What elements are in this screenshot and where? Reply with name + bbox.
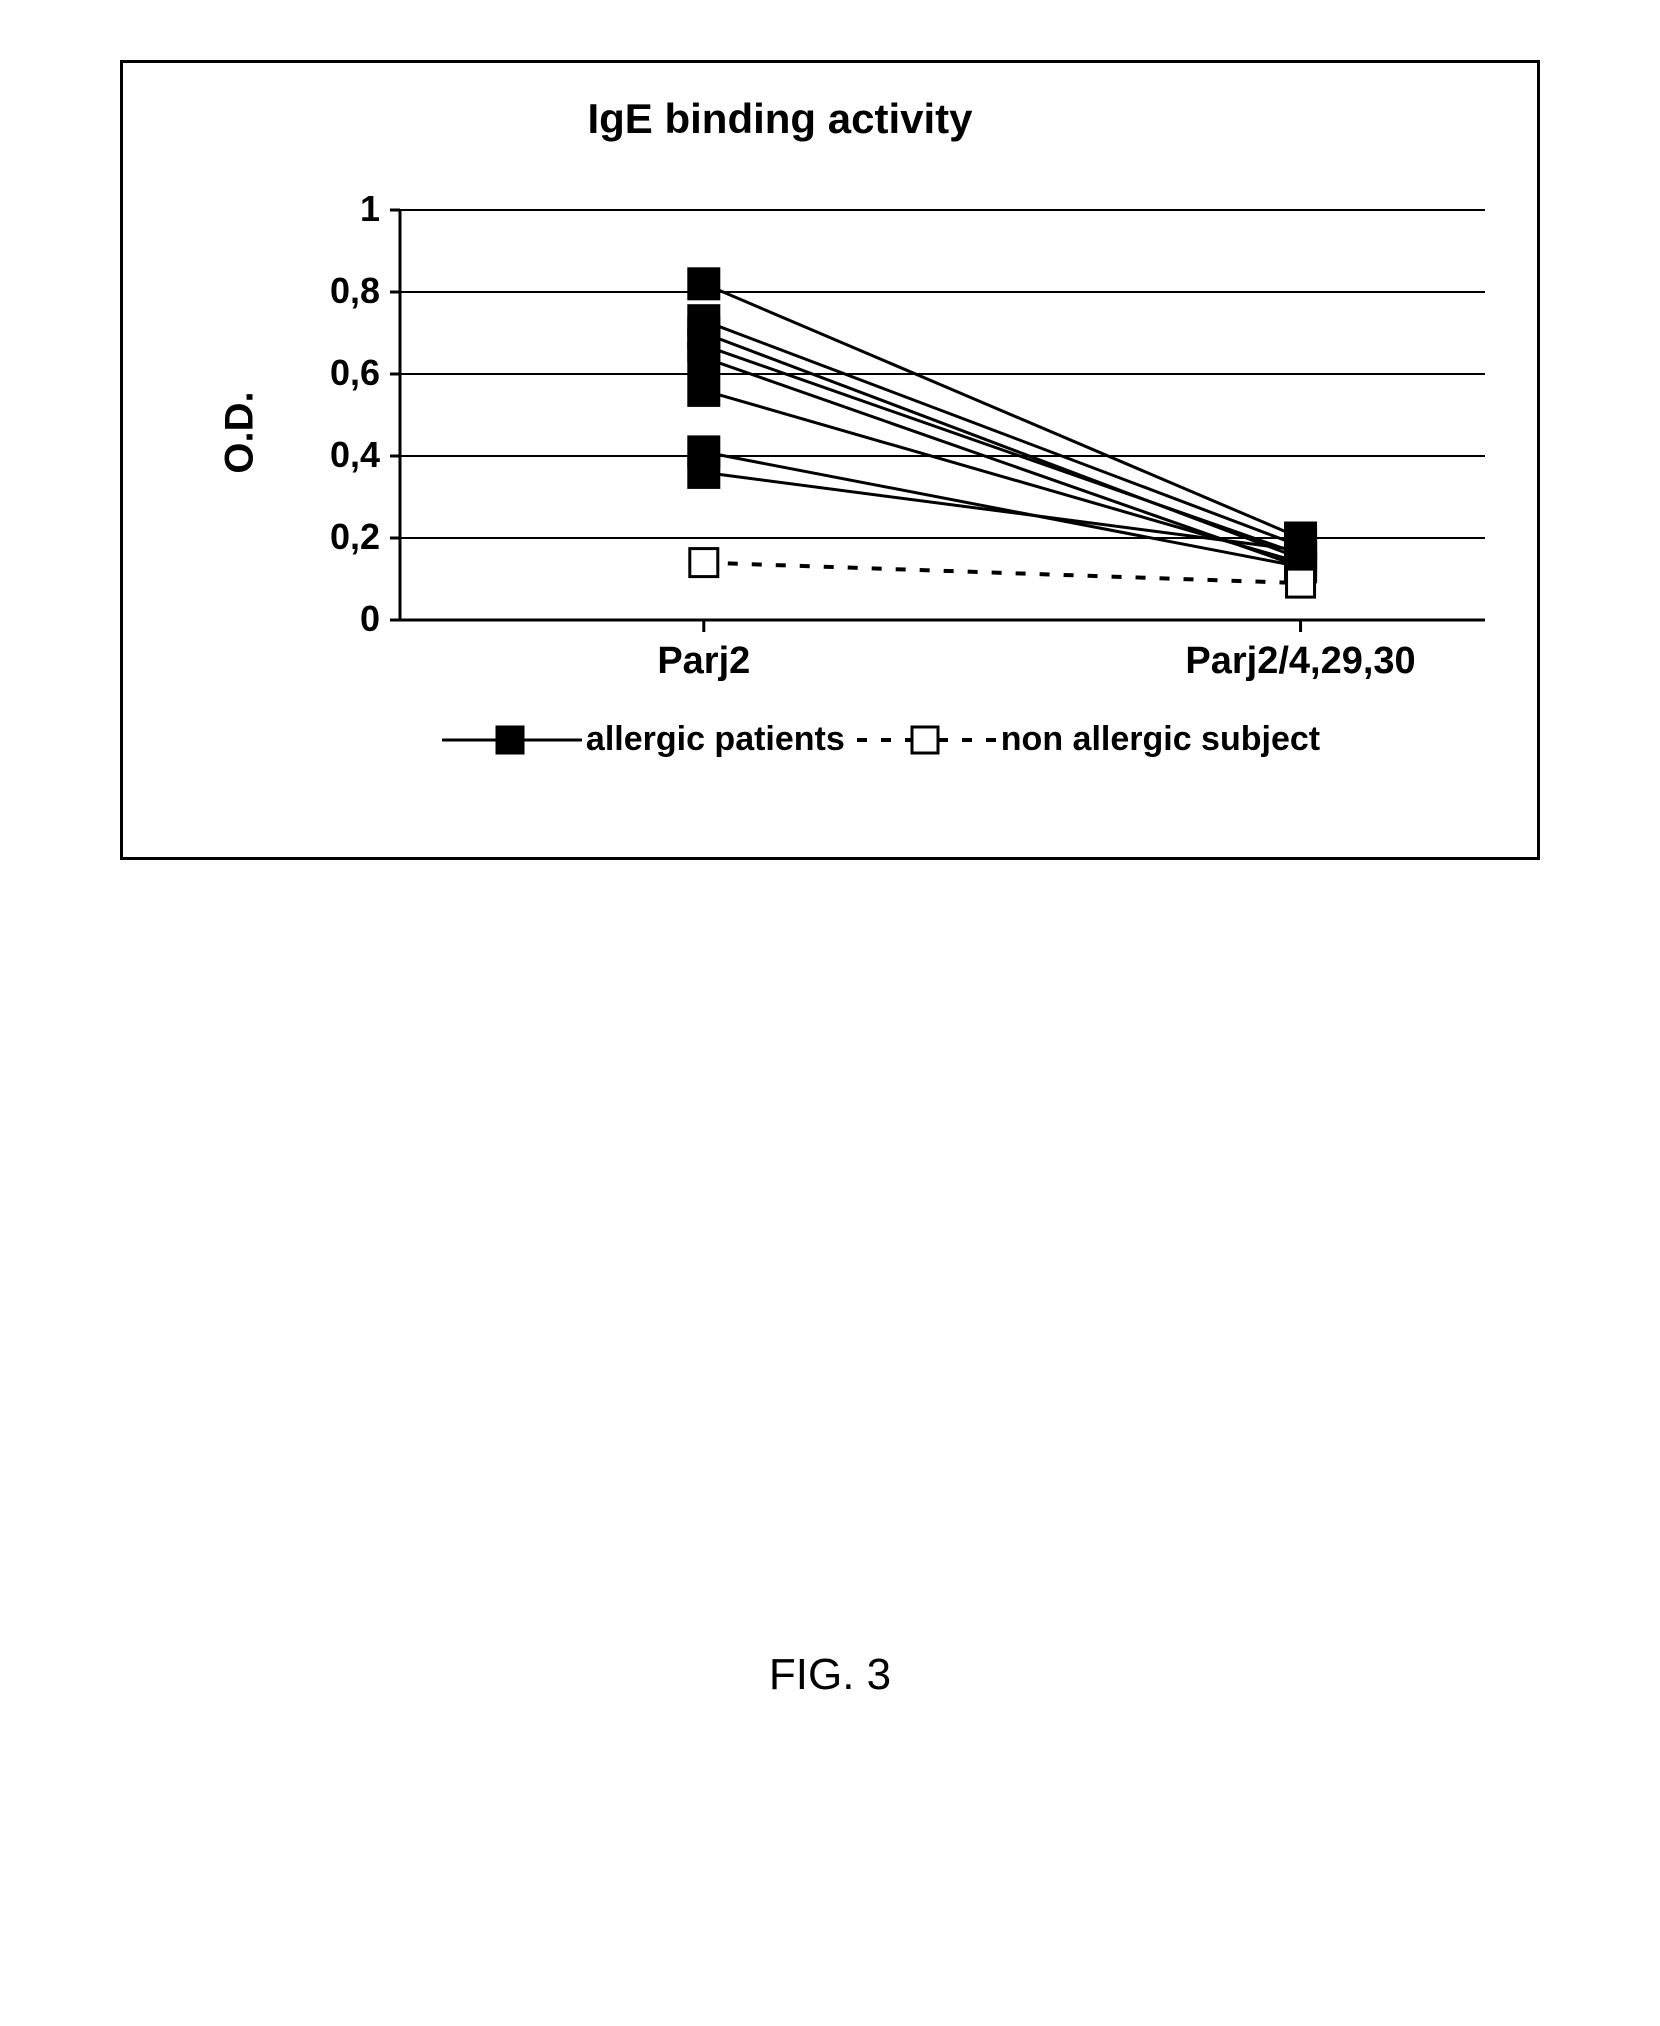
y-tick-label: 0,8 xyxy=(300,270,380,312)
igE-binding-chart xyxy=(380,195,1525,635)
y-tick-label: 0,4 xyxy=(300,434,380,476)
legend-item-non-allergic: non allergic subject xyxy=(855,720,1320,759)
legend-allergic-label: allergic patients xyxy=(586,720,845,759)
legend-nonallergic-swatch xyxy=(855,723,999,757)
y-tick-label: 1 xyxy=(300,188,380,230)
legend-nonallergic-label: non allergic subject xyxy=(1001,720,1320,759)
y-tick-label: 0 xyxy=(300,598,380,640)
figure-caption: FIG. 3 xyxy=(0,1650,1660,1700)
y-tick-label: 0,6 xyxy=(300,352,380,394)
legend-allergic-swatch xyxy=(440,723,584,757)
y-axis-label: O.D. xyxy=(218,363,263,503)
legend-item-allergic: allergic patients xyxy=(440,720,845,759)
chart-title: IgE binding activity xyxy=(360,95,1200,143)
x-tick-label: Parj2 xyxy=(504,640,904,683)
y-tick-label: 0,2 xyxy=(300,516,380,558)
chart-legend: allergic patients non allergic subject xyxy=(300,720,1460,759)
x-tick-label: Parj2/4,29,30 xyxy=(1101,640,1501,683)
